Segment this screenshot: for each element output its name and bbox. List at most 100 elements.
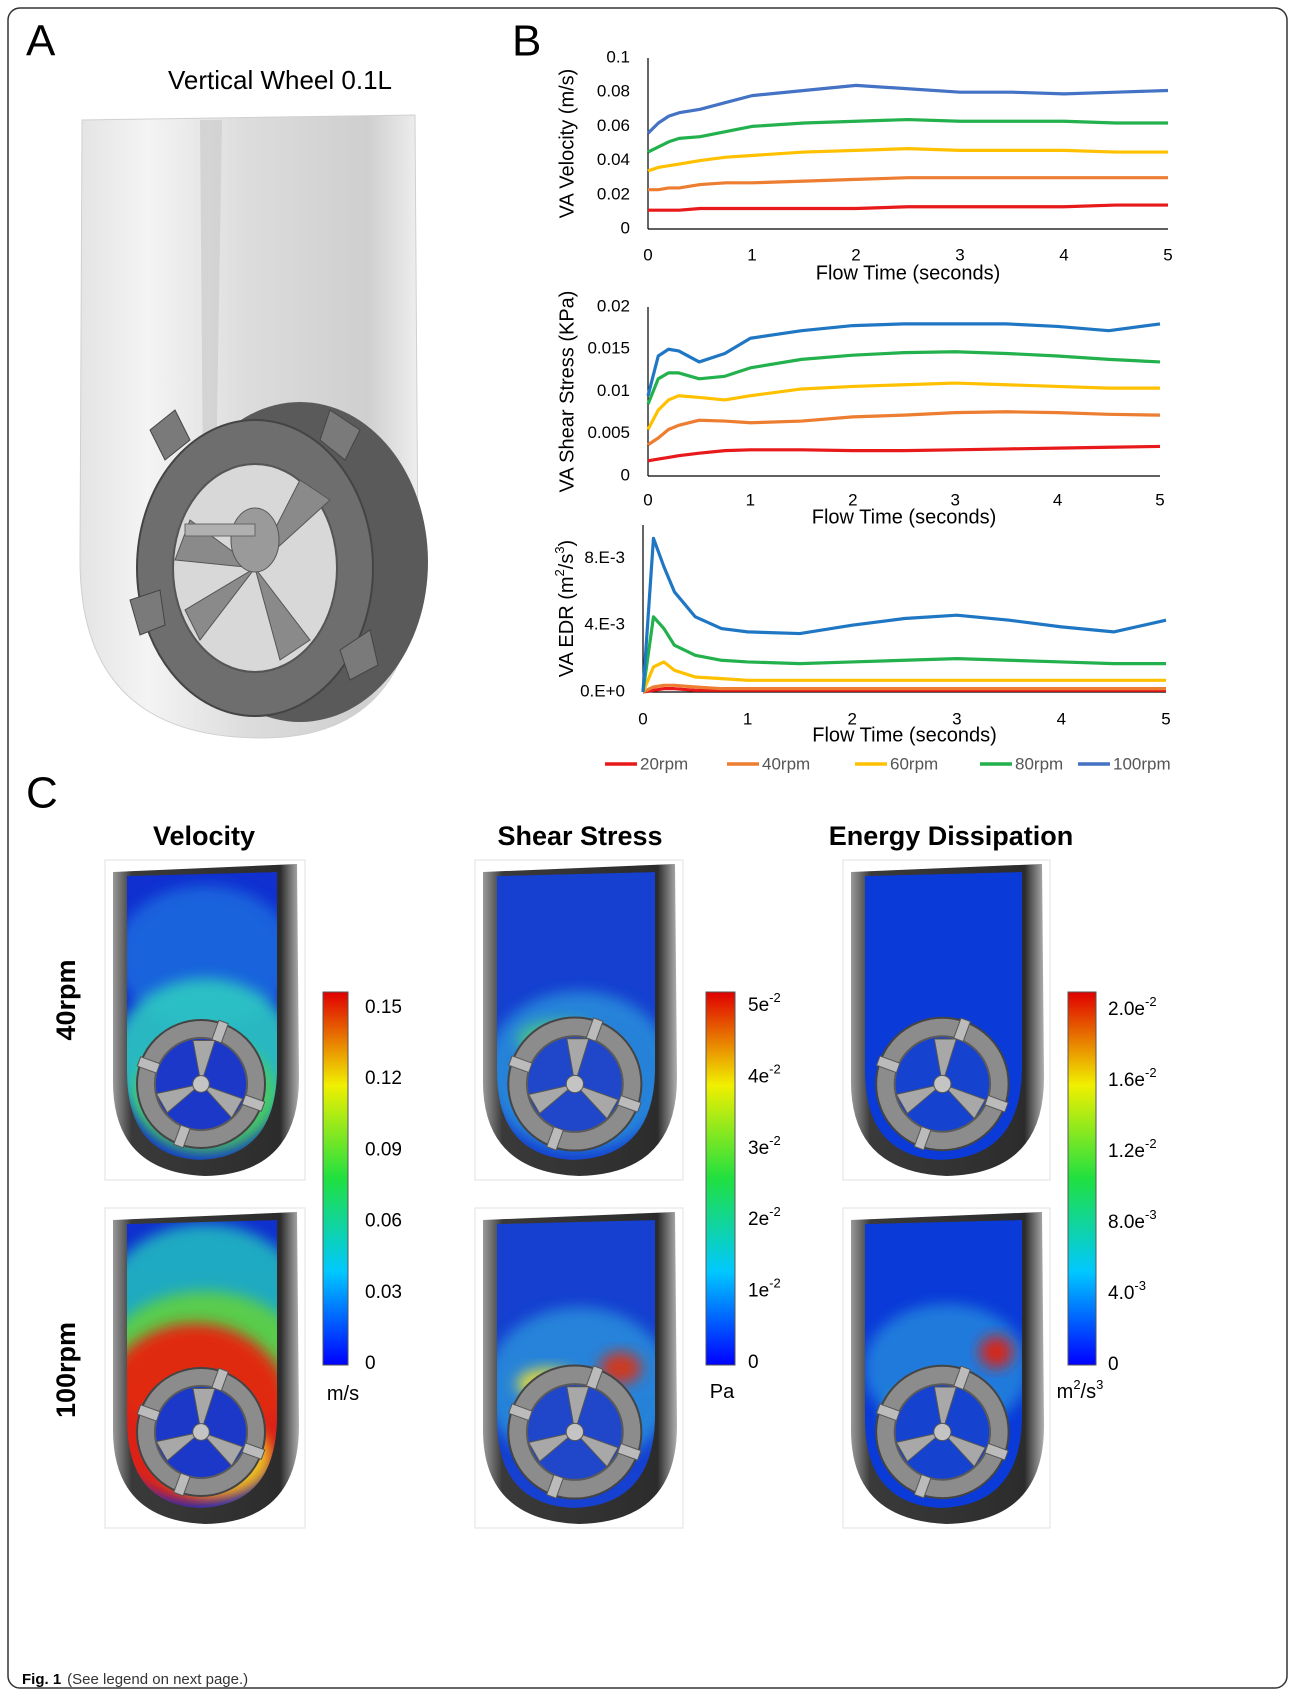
series-line: [641, 615, 1166, 693]
column-title: Energy Dissipation: [829, 821, 1074, 851]
wheel-blade: [566, 1038, 590, 1085]
y-tick-label: 0.01: [597, 381, 630, 400]
simulation-render: [104, 859, 306, 1181]
tick-mantissa: 2.0e: [1108, 999, 1145, 1020]
y-tick-label: 0.04: [597, 150, 630, 169]
caption-text: (See legend on next page.): [67, 1671, 248, 1688]
tick-mantissa: 4e: [748, 1066, 769, 1087]
y-tick-label: 0.015: [587, 339, 630, 358]
y-tick-label: 0.005: [587, 423, 630, 442]
series-line: [641, 536, 1167, 693]
wheel-paddle: [211, 1019, 229, 1044]
legend-label: 80rpm: [1015, 754, 1063, 773]
wheel-paddle: [953, 1365, 972, 1391]
panel-label: A: [26, 17, 56, 66]
x-tick-label: 1: [746, 490, 755, 509]
x-tick-label: 5: [1161, 709, 1170, 728]
bag-render: [79, 114, 428, 739]
tick-mantissa: 1.6e: [1108, 1070, 1145, 1091]
wheel-paddle: [546, 1474, 565, 1499]
caption-label: Fig. 1: [22, 1671, 61, 1688]
x-tick-label: 3: [955, 245, 964, 264]
series-line: [642, 687, 1166, 694]
tick-exponent: -2: [769, 990, 781, 1005]
series-line: [646, 83, 1169, 135]
panel-title: Vertical Wheel 0.1L: [168, 65, 392, 95]
colorbar-tick-label: 4e-2: [748, 1061, 781, 1087]
colorbar-tick-label: 2e-2: [748, 1204, 781, 1230]
y-tick-label: 0.02: [597, 296, 630, 315]
panel-label: C: [26, 769, 58, 818]
legend-label: 20rpm: [640, 754, 688, 773]
caption: Fig. 1 (See legend on next page.): [22, 1671, 248, 1688]
wheel-blade: [941, 1083, 987, 1120]
wheel-blade: [933, 1386, 958, 1433]
wheel-blade: [566, 1386, 590, 1433]
series-line: [647, 410, 1161, 447]
colorbar-tick-label: 3e-2: [748, 1133, 781, 1159]
series-line: [647, 147, 1168, 173]
x-tick-label: 0: [643, 245, 652, 264]
tick-exponent: -2: [769, 1276, 781, 1291]
tick-exponent: -2: [1145, 1065, 1157, 1080]
tick-exponent: -2: [769, 1061, 781, 1076]
legend-label: 40rpm: [762, 754, 810, 773]
series-line: [647, 117, 1168, 154]
simulation-render: [842, 1207, 1051, 1529]
wheel-paddle: [173, 1472, 191, 1497]
text-part: VA EDR (m: [556, 576, 578, 677]
y-tick-label: 0.E+0: [580, 681, 625, 700]
simulation-render: [474, 859, 684, 1181]
colorbar-tick-label: 2.0e-2: [1108, 994, 1157, 1020]
tick-mantissa: 5e: [748, 995, 769, 1016]
panel-label: B: [512, 17, 541, 66]
colorbar: [322, 991, 349, 1366]
y-tick-label: 0: [621, 218, 630, 237]
colorbar-tick-label: 0.06: [365, 1211, 402, 1232]
y-axis-title: VA EDR (m2/s3): [552, 540, 578, 677]
series-line: [646, 322, 1161, 397]
y-tick-label: 0.02: [597, 184, 630, 203]
wheel-blade: [200, 1083, 244, 1119]
wheel-paddle: [585, 1017, 604, 1042]
wheel-paddle: [508, 1403, 533, 1422]
wheel-blade: [574, 1083, 619, 1120]
wheel-blade: [527, 1431, 576, 1463]
simulation-render: [474, 1207, 684, 1529]
colorbar-tick-label: 1.6e-2: [1108, 1065, 1157, 1091]
wheel-blade: [155, 1083, 202, 1114]
wheel-paddle: [546, 1126, 565, 1151]
y-tick-label: 0.1: [606, 47, 630, 66]
column-title: Shear Stress: [497, 821, 662, 851]
legend-label: 60rpm: [890, 754, 938, 773]
wheel-blade: [574, 1431, 619, 1468]
wheel-paddle: [508, 1055, 533, 1074]
wheel-paddle: [136, 1404, 161, 1422]
legend-label: 100rpm: [1113, 754, 1171, 773]
x-axis-title: Flow Time (seconds): [816, 262, 1001, 284]
colorbar-tick-label: 1e-2: [748, 1276, 781, 1302]
y-axis-title: VA Velocity (m/s): [556, 69, 578, 219]
x-tick-label: 2: [851, 245, 860, 264]
colorbar-tick-label: 0.15: [365, 997, 402, 1018]
colorbar-tick-label: 0: [365, 1353, 376, 1374]
wheel-blade: [941, 1431, 987, 1468]
wheel-blade: [192, 1387, 216, 1433]
wheel-paddle: [211, 1367, 229, 1392]
series-line: [648, 176, 1168, 192]
colorbar-unit: m2/s3: [1057, 1377, 1104, 1403]
tick-exponent: -2: [769, 1204, 781, 1219]
wheel-paddle: [616, 1442, 642, 1461]
wheel-blade: [155, 1431, 202, 1462]
series-line: [647, 444, 1161, 463]
wheel-paddle: [913, 1473, 932, 1499]
y-tick-label: 0: [621, 465, 630, 484]
x-tick-label: 3: [950, 490, 959, 509]
wheel-hub: [565, 1422, 584, 1442]
text-part: Pa: [710, 1381, 735, 1403]
wheel-blade: [192, 1039, 216, 1085]
superscript: 2: [552, 569, 567, 576]
x-tick-label: 1: [743, 709, 752, 728]
tick-mantissa: 1e: [748, 1281, 769, 1302]
x-tick-label: 0: [643, 490, 652, 509]
